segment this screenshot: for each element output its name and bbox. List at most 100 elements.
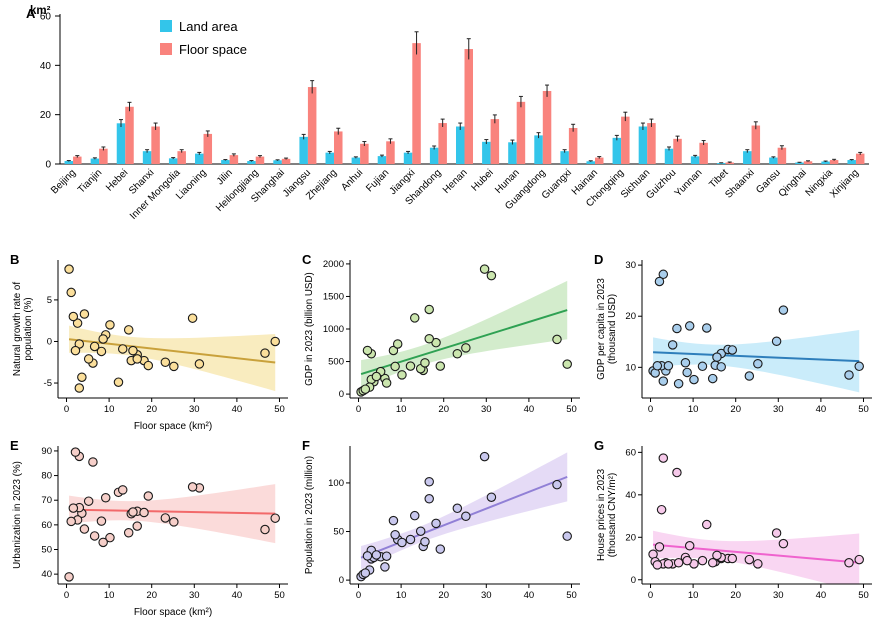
- panel-e-svg: 0 10 20 30 40 50 40 50 60 70 80 90 Urbanization in 2…: [12, 446, 288, 618]
- svg-text:50: 50: [333, 527, 344, 538]
- svg-text:50: 50: [274, 590, 285, 601]
- panel-g-letter: G: [594, 438, 605, 453]
- svg-text:40: 40: [232, 590, 243, 601]
- svg-text:20: 20: [146, 590, 157, 601]
- svg-text:Tibet: Tibet: [707, 167, 730, 190]
- svg-text:20: 20: [625, 532, 636, 543]
- svg-text:40: 40: [816, 404, 827, 415]
- panel-c: C 0 10 20 30 40 50 0 500 1000 1500 2000 GDP in 2023…: [302, 252, 586, 434]
- panel-e: E 0 10 20 30 40 50 40 50 60 70 80 90 Urbanization in…: [10, 438, 294, 620]
- svg-text:Anhui: Anhui: [339, 167, 365, 193]
- panel-d-svg: 0 10 20 30 40 50 10 20 30 GDP per capita in 2023(…: [596, 260, 872, 415]
- svg-text:Henan: Henan: [441, 167, 470, 196]
- svg-text:Natural growth rate of: Natural growth rate of: [12, 282, 23, 376]
- svg-text:Urbanization in 2023 (%): Urbanization in 2023 (%): [12, 461, 23, 569]
- svg-text:(thousand CNY/m²): (thousand CNY/m²): [607, 473, 618, 557]
- svg-text:10: 10: [104, 404, 115, 415]
- svg-text:60: 60: [625, 447, 636, 458]
- svg-text:Beijing: Beijing: [49, 167, 78, 196]
- svg-text:30: 30: [625, 260, 636, 271]
- panel-b-letter: B: [10, 252, 20, 267]
- svg-text:20: 20: [730, 590, 741, 601]
- panel-g-svg: 0 10 20 30 40 50 0 20 40 60 House prices in 2023 (t…: [596, 446, 872, 601]
- panel-d-letter: D: [594, 252, 604, 267]
- svg-text:10: 10: [396, 404, 407, 415]
- panel-c-letter: C: [302, 252, 312, 267]
- panel-b-svg: 0 10 20 30 40 50 -5 0 5 Natural growth rate of pop…: [12, 260, 288, 432]
- svg-text:50: 50: [41, 545, 52, 556]
- svg-text:-5: -5: [44, 378, 52, 389]
- svg-text:(thousand USD): (thousand USD): [607, 294, 618, 364]
- svg-text:30: 30: [189, 590, 200, 601]
- panel-b: B 0 10 20 30 40 50 -5 0 5 Natural growth rate of p…: [10, 252, 294, 434]
- svg-text:60: 60: [40, 12, 52, 23]
- svg-text:Population in 2023 (million): Population in 2023 (million): [304, 456, 315, 574]
- svg-text:30: 30: [773, 590, 784, 601]
- panel-e-scatter-chart: 0 10 20 30 40 50 40 50 60 70 80 90 Urbanization in 2…: [10, 438, 294, 620]
- svg-text:20: 20: [40, 110, 52, 121]
- svg-text:60: 60: [41, 520, 52, 531]
- svg-text:50: 50: [274, 404, 285, 415]
- panel-f: F 0 10 20 30 40 50 0 50 100 Population in 2023 (m…: [302, 438, 586, 620]
- panel-f-svg: 0 10 20 30 40 50 0 50 100 Population in 2023 (mil…: [304, 446, 580, 601]
- svg-text:2000: 2000: [323, 259, 344, 270]
- svg-text:Qinghai: Qinghai: [777, 167, 809, 199]
- panel-c-scatter-chart: 0 10 20 30 40 50 0 500 1000 1500 2000 GDP in 2023 (…: [302, 252, 586, 434]
- panel-f-scatter-chart: 0 10 20 30 40 50 0 50 100 Population in 2023 (mil…: [302, 438, 586, 620]
- svg-text:km²: km²: [30, 5, 51, 17]
- svg-text:GDP in 2023 (billion USD): GDP in 2023 (billion USD): [304, 272, 315, 386]
- svg-text:10: 10: [104, 590, 115, 601]
- panel-d-scatter-chart: 0 10 20 30 40 50 10 20 30 GDP per capita in 2023(…: [594, 252, 878, 434]
- svg-text:20: 20: [438, 404, 449, 415]
- panel-g: G 0 10 20 30 40 50 0 20 40 60 House prices in 2023…: [594, 438, 878, 620]
- svg-text:0: 0: [631, 575, 636, 586]
- panel-a: A 0 20 40 60 km² Beijing Tianjin Hebei Shanxi Inn…: [0, 0, 885, 250]
- svg-text:0: 0: [356, 404, 361, 415]
- svg-text:20: 20: [146, 404, 157, 415]
- svg-text:Floor space (km²): Floor space (km²): [134, 607, 212, 618]
- svg-text:40: 40: [524, 404, 535, 415]
- svg-text:100: 100: [328, 478, 344, 489]
- svg-text:Floor space: Floor space: [179, 42, 247, 57]
- svg-text:80: 80: [41, 471, 52, 482]
- svg-text:30: 30: [481, 404, 492, 415]
- svg-text:40: 40: [232, 404, 243, 415]
- svg-text:50: 50: [566, 404, 577, 415]
- svg-text:0: 0: [648, 590, 653, 601]
- svg-text:5: 5: [47, 295, 52, 306]
- svg-text:Tianjin: Tianjin: [76, 167, 104, 195]
- svg-text:Shaanxi: Shaanxi: [723, 167, 756, 200]
- panel-b-scatter-chart: 0 10 20 30 40 50 -5 0 5 Natural growth rate of pop…: [10, 252, 294, 434]
- panel-a-letter: A: [26, 6, 36, 21]
- svg-text:20: 20: [625, 311, 636, 322]
- svg-text:0: 0: [356, 590, 361, 601]
- svg-text:population (%): population (%): [23, 297, 34, 360]
- svg-text:70: 70: [41, 495, 52, 506]
- svg-text:0: 0: [64, 590, 69, 601]
- svg-text:10: 10: [625, 362, 636, 373]
- svg-text:Jilin: Jilin: [215, 167, 235, 187]
- svg-text:10: 10: [396, 590, 407, 601]
- svg-text:1500: 1500: [323, 291, 344, 302]
- svg-text:90: 90: [41, 446, 52, 457]
- svg-text:0: 0: [45, 160, 51, 171]
- svg-text:0: 0: [339, 575, 344, 586]
- svg-text:0: 0: [64, 404, 69, 415]
- svg-text:30: 30: [773, 404, 784, 415]
- panel-f-letter: F: [302, 438, 310, 453]
- svg-text:10: 10: [688, 590, 699, 601]
- svg-text:30: 30: [481, 590, 492, 601]
- svg-text:500: 500: [328, 357, 344, 368]
- svg-text:40: 40: [625, 490, 636, 501]
- panel-e-letter: E: [10, 438, 19, 453]
- svg-text:10: 10: [688, 404, 699, 415]
- svg-text:GDP per capita in 2023: GDP per capita in 2023: [596, 278, 607, 380]
- svg-text:Hubei: Hubei: [469, 167, 495, 193]
- svg-text:Land area: Land area: [179, 19, 238, 34]
- svg-text:20: 20: [730, 404, 741, 415]
- svg-text:50: 50: [858, 404, 869, 415]
- svg-text:40: 40: [524, 590, 535, 601]
- svg-text:House prices in 2023: House prices in 2023: [596, 468, 607, 561]
